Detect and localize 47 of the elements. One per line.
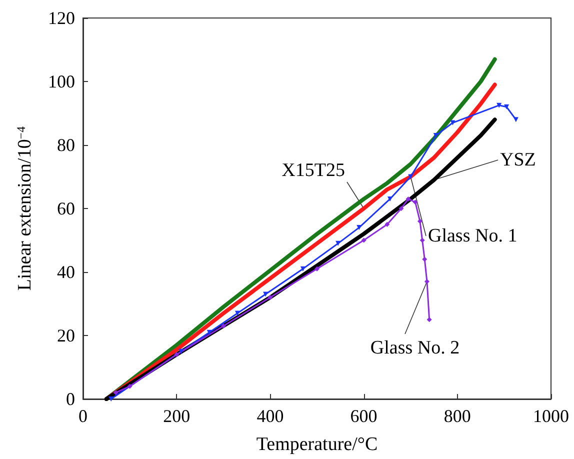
point xyxy=(108,396,114,402)
point xyxy=(174,352,180,358)
point xyxy=(300,266,306,272)
x-tick-label: 1000 xyxy=(533,406,569,426)
x-tick-label: 800 xyxy=(444,406,471,426)
point xyxy=(384,222,390,227)
point xyxy=(336,240,341,246)
x-tick-label: 600 xyxy=(350,406,378,426)
y-tick-label: 20 xyxy=(57,326,75,346)
point xyxy=(408,174,414,180)
text: Glass No. 1 xyxy=(428,226,518,246)
x-tick-label: 200 xyxy=(163,406,190,426)
y-tick-label: 100 xyxy=(48,72,75,92)
y-tick-label: 60 xyxy=(57,198,75,218)
point xyxy=(417,218,422,224)
point xyxy=(513,117,518,122)
point xyxy=(406,196,411,202)
series-label: X15T25 xyxy=(282,160,345,181)
point xyxy=(422,256,428,262)
point xyxy=(206,330,212,335)
point xyxy=(361,238,366,243)
series-label: YSZ xyxy=(500,150,536,170)
y-tick-label: 120 xyxy=(48,8,75,28)
point xyxy=(263,292,268,297)
point xyxy=(113,390,118,396)
x-axis-title: Temperature/°C xyxy=(256,434,378,455)
point xyxy=(412,200,418,205)
point xyxy=(433,132,438,138)
point xyxy=(268,294,273,300)
point xyxy=(220,323,226,328)
point xyxy=(420,238,425,243)
series-label: Glass No. 2 xyxy=(370,338,460,358)
point xyxy=(314,266,320,272)
x-tick-label: 400 xyxy=(256,406,284,426)
y-tick-label: 40 xyxy=(57,262,75,282)
point xyxy=(178,348,184,354)
point xyxy=(496,102,502,108)
point xyxy=(127,384,132,389)
point xyxy=(234,310,240,316)
y-tick-label: 80 xyxy=(57,135,75,155)
point xyxy=(426,317,432,322)
point xyxy=(450,120,456,126)
point xyxy=(504,104,510,110)
y-tick-label: 0 xyxy=(66,389,75,409)
x-tick-label: 0 xyxy=(78,406,88,426)
point xyxy=(398,206,404,211)
y-axis-title: Linear extension/10−4 xyxy=(14,126,36,291)
